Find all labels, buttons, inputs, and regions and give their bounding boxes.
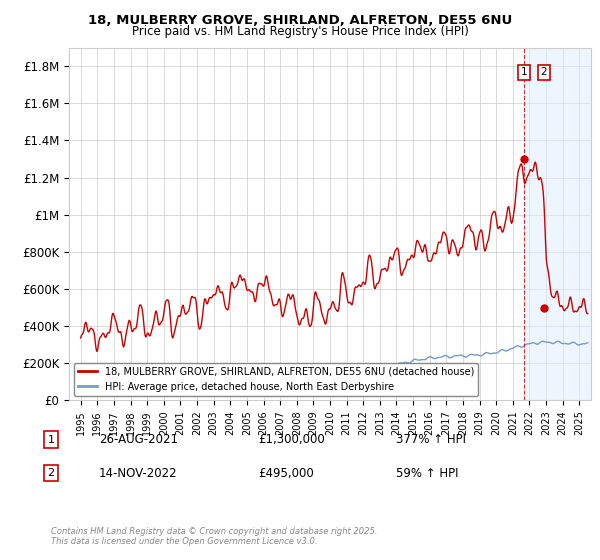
- Text: 2: 2: [47, 468, 55, 478]
- Bar: [524, 48, 591, 400]
- Text: £1,300,000: £1,300,000: [258, 433, 325, 446]
- Text: 18, MULBERRY GROVE, SHIRLAND, ALFRETON, DE55 6NU: 18, MULBERRY GROVE, SHIRLAND, ALFRETON, …: [88, 14, 512, 27]
- Text: 1: 1: [47, 435, 55, 445]
- Text: 1: 1: [520, 67, 527, 77]
- Text: 59% ↑ HPI: 59% ↑ HPI: [396, 466, 458, 480]
- Text: 26-AUG-2021: 26-AUG-2021: [99, 433, 178, 446]
- Text: 377% ↑ HPI: 377% ↑ HPI: [396, 433, 466, 446]
- Text: 14-NOV-2022: 14-NOV-2022: [99, 466, 178, 480]
- Legend: 18, MULBERRY GROVE, SHIRLAND, ALFRETON, DE55 6NU (detached house), HPI: Average : 18, MULBERRY GROVE, SHIRLAND, ALFRETON, …: [74, 363, 478, 395]
- Text: £495,000: £495,000: [258, 466, 314, 480]
- Text: 2: 2: [541, 67, 547, 77]
- Text: Contains HM Land Registry data © Crown copyright and database right 2025.
This d: Contains HM Land Registry data © Crown c…: [51, 526, 377, 546]
- Text: Price paid vs. HM Land Registry's House Price Index (HPI): Price paid vs. HM Land Registry's House …: [131, 25, 469, 38]
